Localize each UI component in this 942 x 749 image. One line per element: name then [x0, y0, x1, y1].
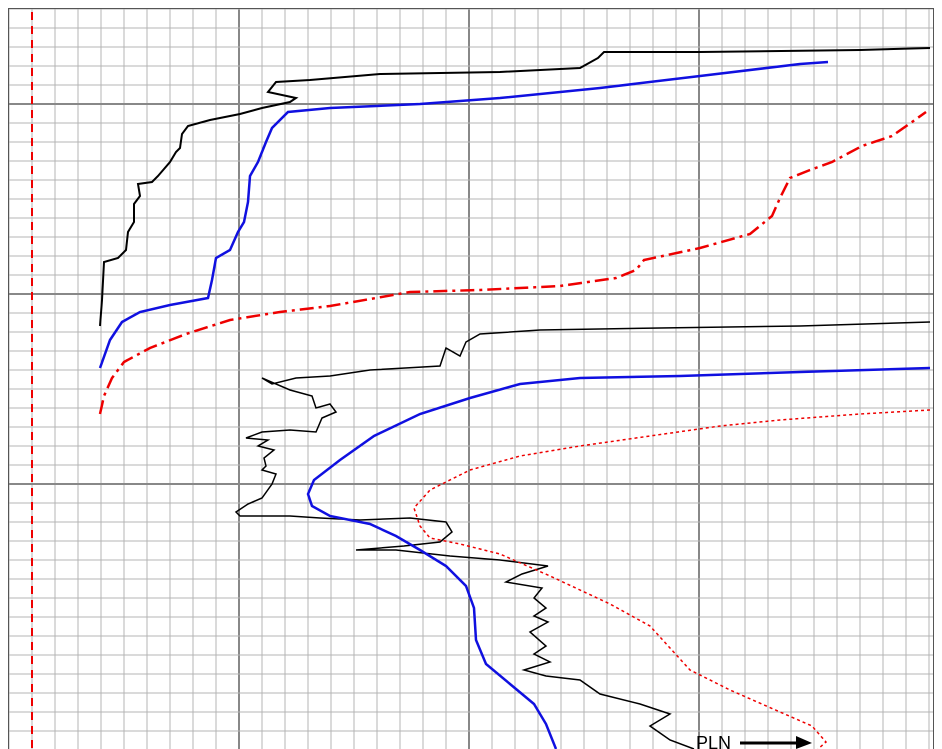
curve-red-upper	[98, 110, 927, 415]
curve-red-lower	[413, 409, 931, 749]
annotation-arrowhead	[796, 736, 812, 749]
annotation-label: PLN	[696, 733, 731, 749]
curve-black-lower	[234, 321, 931, 749]
frame	[8, 8, 934, 749]
grid	[8, 8, 934, 749]
curve-black-upper	[99, 47, 931, 327]
curve-blue-lower	[306, 366, 931, 749]
curve-blue-upper	[98, 60, 829, 369]
